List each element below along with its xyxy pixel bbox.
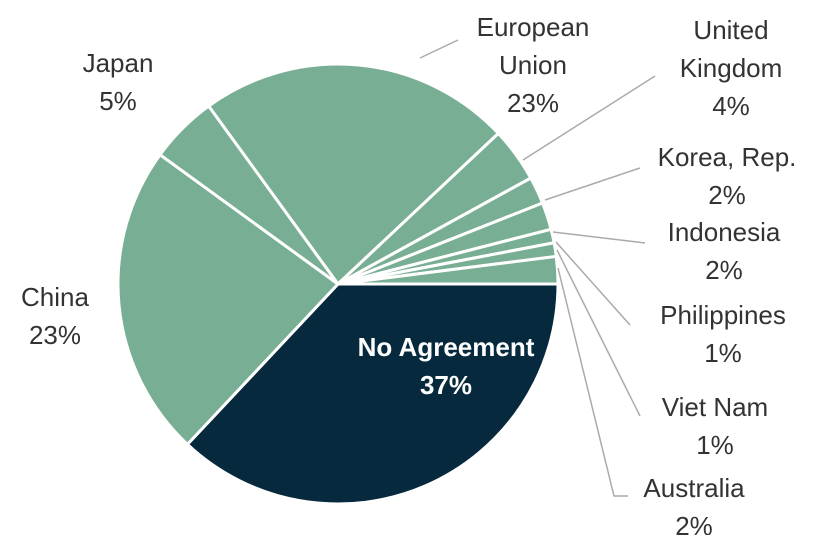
category-label: Viet Nam xyxy=(661,392,769,422)
pie-slice xyxy=(185,282,560,506)
category-label: United Kingdom xyxy=(679,15,783,83)
leader-line xyxy=(555,241,631,326)
slice-label: Australia 2% xyxy=(614,469,774,535)
category-label: Philippines xyxy=(660,300,786,330)
pie-slice xyxy=(206,62,501,287)
value-label: 2% xyxy=(705,255,743,285)
value-label: 37% xyxy=(419,370,473,400)
pie-slice xyxy=(116,152,341,447)
category-label: European Union xyxy=(476,12,590,80)
slice-label: Indonesia 2% xyxy=(634,213,813,289)
slice-label: European Union 23% xyxy=(453,8,613,122)
value-label: 1% xyxy=(696,430,734,460)
leader-line xyxy=(419,39,459,59)
value-label: 23% xyxy=(28,320,82,350)
slice-label: Korea, Rep. 2% xyxy=(627,138,813,214)
leader-line xyxy=(556,249,641,417)
value-label: 23% xyxy=(506,88,560,118)
leader-line xyxy=(544,167,641,201)
slice-label: China 23% xyxy=(0,278,115,354)
slice-label: United Kingdom 4% xyxy=(651,11,811,125)
category-label: Australia xyxy=(643,473,745,503)
category-label: Indonesia xyxy=(667,217,781,247)
category-label: China xyxy=(21,282,89,312)
value-label: 5% xyxy=(99,86,137,116)
leader-line xyxy=(557,267,628,497)
leader-line xyxy=(522,75,656,161)
value-label: 2% xyxy=(708,180,746,210)
leader-line xyxy=(552,231,646,244)
value-label: 2% xyxy=(675,511,713,535)
slice-label: No Agreement 37% xyxy=(346,328,546,404)
value-label: 4% xyxy=(712,91,750,121)
slice-label: Viet Nam 1% xyxy=(635,388,795,464)
value-label: 1% xyxy=(704,338,742,368)
category-label: Japan xyxy=(82,48,154,78)
pie-slice xyxy=(337,254,560,286)
slice-label: Philippines 1% xyxy=(628,296,813,372)
slice-label: Japan 5% xyxy=(58,44,178,120)
category-label: Korea, Rep. xyxy=(657,142,797,172)
category-label: No Agreement xyxy=(357,332,535,362)
